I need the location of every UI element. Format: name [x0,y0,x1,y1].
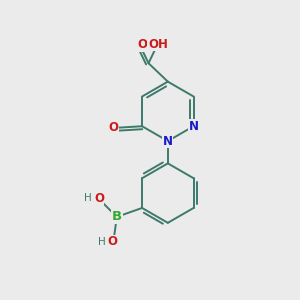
Text: OH: OH [148,38,168,51]
Text: O: O [107,235,117,248]
Text: H: H [98,237,106,247]
Text: O: O [109,121,119,134]
Text: N: N [163,135,173,148]
Text: O: O [94,192,104,205]
Text: H: H [84,194,92,203]
Text: B: B [112,210,122,224]
Text: O: O [138,38,148,51]
Text: N: N [189,120,199,133]
